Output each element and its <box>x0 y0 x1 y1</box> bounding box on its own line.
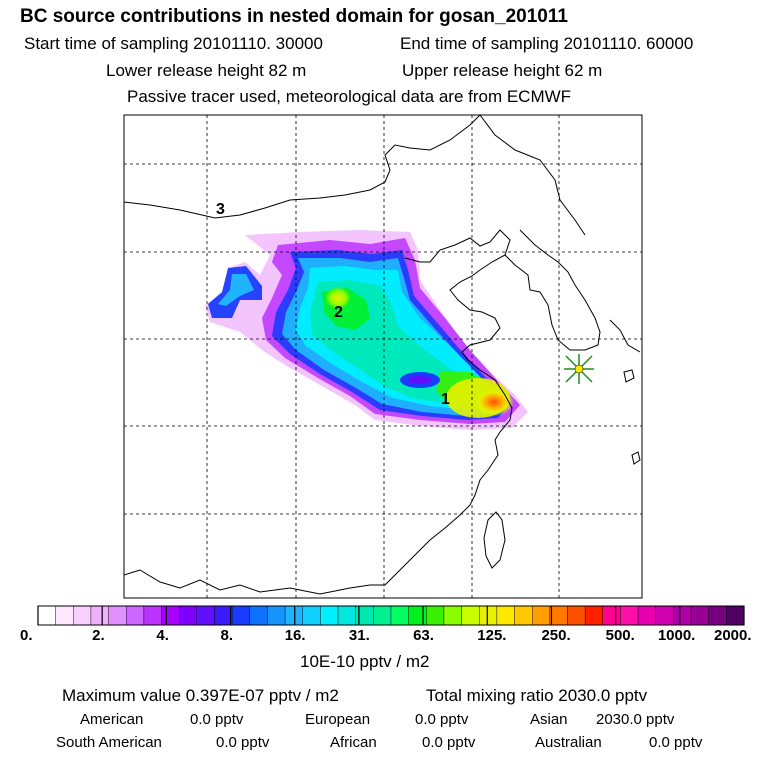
coastline-south <box>124 569 385 595</box>
colorbar-tick-label: 250. <box>541 627 571 644</box>
colorbar-cell <box>690 605 709 626</box>
colorbar-cell <box>249 605 268 626</box>
colorbar-tick-label: 16. <box>284 627 306 644</box>
colorbar-cell <box>284 605 303 626</box>
colorbar-cell <box>214 605 233 626</box>
plume-west-core <box>218 274 254 306</box>
colorbar-tick-label: 2000. <box>714 627 752 644</box>
end-time: End time of sampling 20101110. 60000 <box>400 34 694 53</box>
american-label: American <box>80 711 144 728</box>
coastlines <box>124 115 641 595</box>
map-label-3: 3 <box>216 201 225 218</box>
colorbar-cell <box>514 605 533 626</box>
asian-label: Asian <box>530 711 568 728</box>
colorbar-tick-label: 4. <box>156 627 169 644</box>
colorbar-cell <box>231 605 250 626</box>
colorbar-cell <box>567 605 586 626</box>
colorbar-cell <box>320 605 339 626</box>
colorbar-cell <box>267 605 286 626</box>
colorbar-cell <box>161 605 180 626</box>
colorbar-cell <box>584 605 604 626</box>
colorbar-cell <box>602 605 621 626</box>
border-line-east <box>479 115 586 236</box>
colorbar <box>37 605 745 626</box>
colorbar-tick-label: 63. <box>413 627 434 644</box>
colorbar-cell <box>726 605 745 626</box>
colorbar-cell <box>90 605 109 626</box>
colorbar-cell <box>196 605 215 626</box>
colorbar-cell <box>426 605 445 626</box>
coastline-korea <box>504 229 601 351</box>
colorbar-cell <box>178 605 198 626</box>
colorbar-tick-label: 125. <box>477 627 507 644</box>
colorbar-cell <box>126 605 145 626</box>
colorbar-cell <box>37 605 56 626</box>
colorbar-cell <box>443 605 462 626</box>
map-label-2: 2 <box>334 304 343 321</box>
australian-value: 0.0 pptv <box>649 734 703 751</box>
colorbar-cell <box>620 605 639 626</box>
colorbar-cell <box>373 605 392 626</box>
map-label-1: 1 <box>441 391 450 408</box>
asian-value: 2030.0 pptv <box>596 711 675 728</box>
start-time: Start time of sampling 20101110. 30000 <box>24 34 323 53</box>
colorbar-cell <box>496 605 515 626</box>
south-american-label: South American <box>56 734 162 751</box>
colorbar-cell <box>637 605 656 626</box>
australian-label: Australian <box>535 734 602 751</box>
colorbar-cell <box>708 605 727 626</box>
asterisk-marker <box>564 354 594 384</box>
colorbar-tick-label: 1000. <box>657 627 696 644</box>
plume-hotspot-1 <box>474 388 514 416</box>
colorbar-cell <box>532 605 551 626</box>
border-line-north <box>124 115 481 219</box>
african-label: African <box>330 734 377 751</box>
upper-release-height: Upper release height 62 m <box>402 61 603 80</box>
plume-hotspot-2 <box>324 286 352 310</box>
colorbar-cell <box>655 605 674 626</box>
european-label: European <box>305 711 371 728</box>
colorbar-tick-label: 8. <box>220 627 234 644</box>
map-frame <box>123 114 643 599</box>
coastline-china <box>384 229 513 586</box>
colorbar-cell <box>673 605 692 626</box>
african-value: 0.0 pptv <box>422 734 476 751</box>
colorbar-cell <box>108 605 127 626</box>
colorbar-units: 10E-10 pptv / m2 <box>300 652 430 671</box>
colorbar-cell <box>390 605 409 626</box>
colorbar-cell <box>549 605 568 626</box>
colorbar-tick-label: 500. <box>605 627 635 644</box>
max-value: Maximum value 0.397E-07 pptv / m2 <box>62 686 339 705</box>
lower-release-height: Lower release height 82 m <box>106 61 307 80</box>
colorbar-tick-label: 31. <box>348 627 370 644</box>
south-american-value: 0.0 pptv <box>216 734 270 751</box>
colorbar-cell <box>302 605 321 626</box>
total-mixing-ratio: Total mixing ratio 2030.0 pptv <box>426 686 648 705</box>
colorbar-major-ticks <box>37 606 745 625</box>
plume-layer <box>205 230 528 430</box>
colorbar-cell <box>461 605 480 626</box>
plot-title: BC source contributions in nested domain… <box>20 6 568 27</box>
european-value: 0.0 pptv <box>415 711 469 728</box>
island-1 <box>623 369 635 383</box>
colorbar-cell <box>55 605 74 626</box>
colorbar-tick-label: 0. <box>20 627 33 644</box>
coastline-japan <box>609 319 641 353</box>
colorbar-tick-label: 2. <box>92 627 105 644</box>
american-value: 0.0 pptv <box>190 711 244 728</box>
colorbar-cell <box>143 605 162 626</box>
coastline-taiwan <box>483 511 506 569</box>
colorbar-cell <box>337 605 356 626</box>
colorbar-cell <box>73 605 92 626</box>
tracer-note: Passive tracer used, meteorological data… <box>127 87 572 106</box>
colorbar-cell <box>479 605 498 626</box>
lat-lon-grid <box>124 115 642 598</box>
island-2 <box>631 451 641 465</box>
